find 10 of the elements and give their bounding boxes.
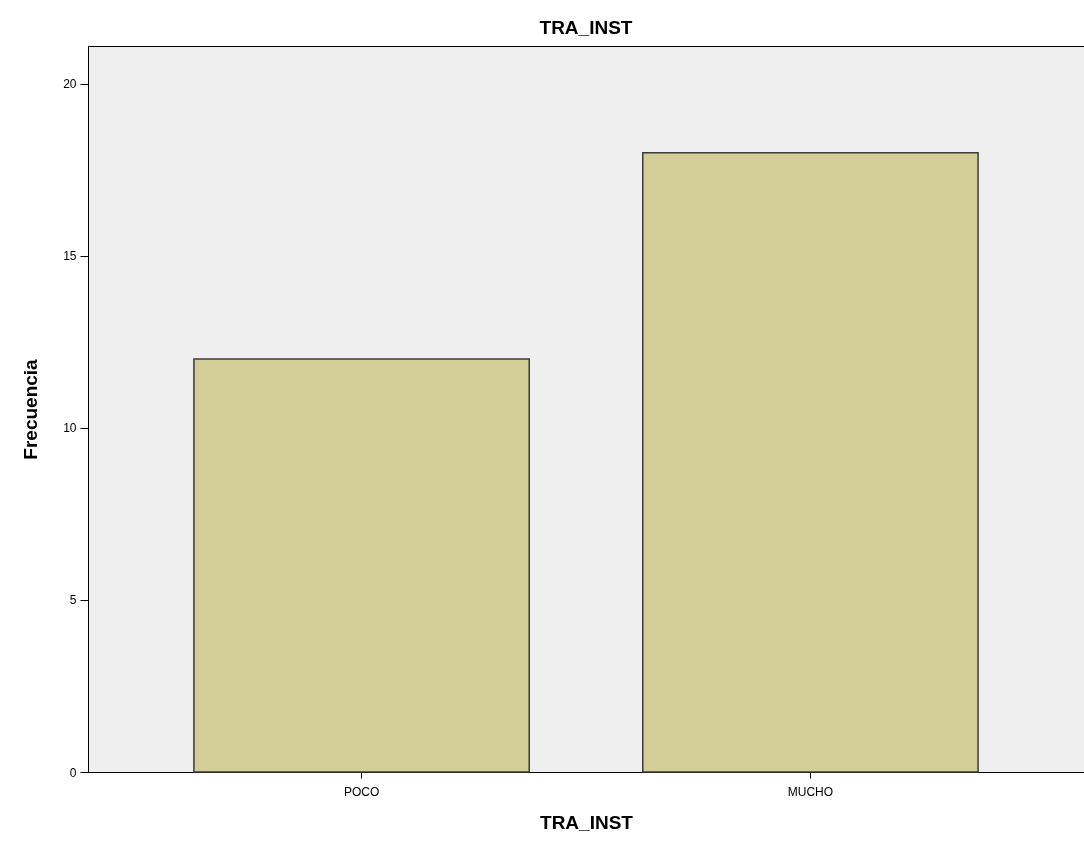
x-axis-title: TRA_INST: [540, 811, 634, 833]
y-tick-label: 15: [63, 249, 77, 264]
x-tick-label: MUCHO: [787, 784, 834, 799]
y-tick-label: 5: [69, 593, 77, 608]
y-axis-title: Frecuencia: [20, 358, 42, 460]
y-tick-label: 0: [69, 765, 77, 780]
chart-title: TRA_INST: [539, 17, 633, 38]
y-tick-label: 10: [63, 421, 77, 436]
y-tick-label: 20: [63, 77, 77, 92]
x-tick-label: POCO: [343, 784, 380, 799]
